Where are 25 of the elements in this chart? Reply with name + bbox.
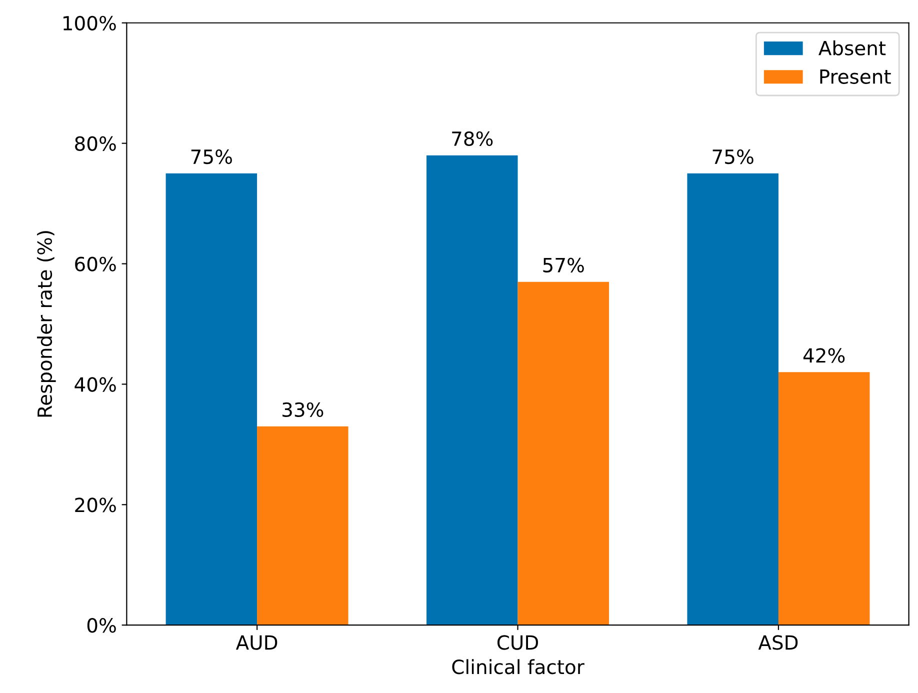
bar <box>166 173 258 626</box>
bar <box>518 282 609 626</box>
bar <box>687 173 778 626</box>
bar <box>778 372 870 626</box>
y-axis-title: Responder rate (%) <box>37 231 56 417</box>
x-axis-title: Clinical factor <box>452 659 584 674</box>
y-tick-label: 80% <box>75 136 116 151</box>
data-label: 75% <box>191 149 232 164</box>
x-tick-label: CUD <box>497 635 538 650</box>
data-label: 57% <box>543 258 584 272</box>
y-tick-label: 40% <box>74 377 116 392</box>
y-tick-label: 0% <box>87 618 116 633</box>
data-label: 42% <box>803 348 845 363</box>
legend-label: Absent <box>818 40 886 56</box>
y-tick-label: 100% <box>64 16 116 31</box>
bar <box>426 155 518 626</box>
x-tick-label: AUD <box>236 635 278 650</box>
y-tick-label: 20% <box>75 498 116 512</box>
legend-label: Present <box>820 70 891 84</box>
x-tick-label: ASD <box>758 635 798 650</box>
data-label: 75% <box>712 149 754 164</box>
data-label: 33% <box>282 402 324 418</box>
data-label: 78% <box>452 131 493 146</box>
y-tick-label: 60% <box>75 256 116 272</box>
bar <box>257 426 348 626</box>
